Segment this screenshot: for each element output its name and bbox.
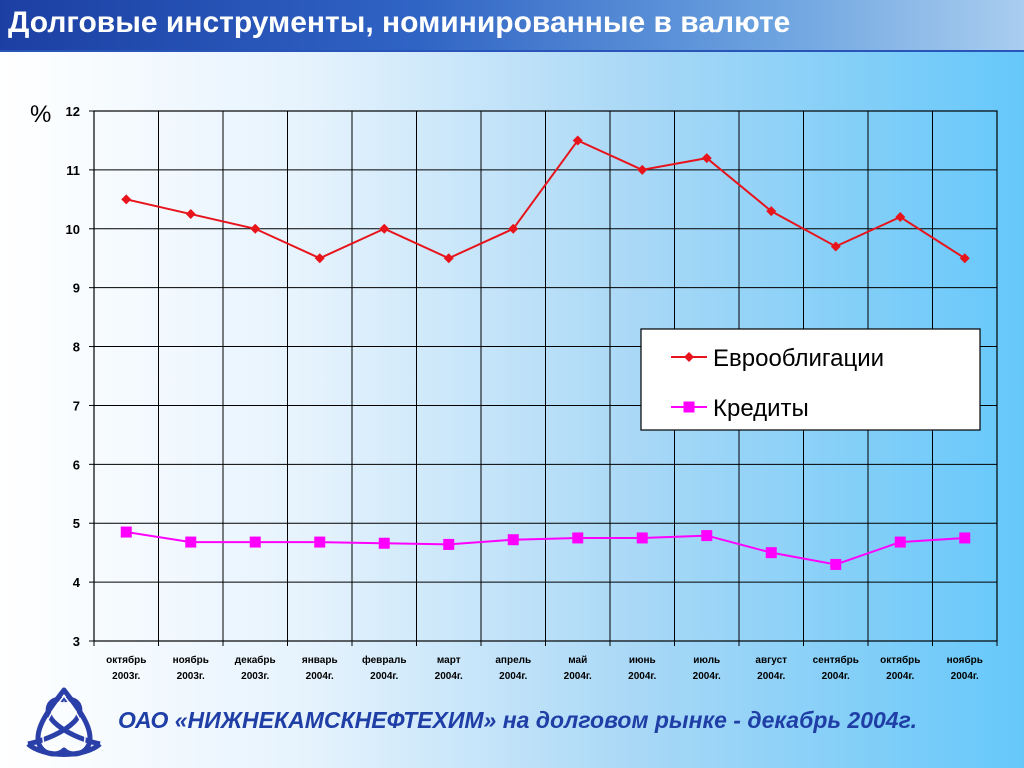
y-tick-label: 5 [73, 516, 80, 531]
data-point-square [507, 534, 519, 546]
y-tick-label: 12 [66, 104, 80, 119]
x-tick-label-month: октябрь [106, 654, 146, 666]
y-tick-label: 4 [73, 575, 81, 590]
legend-label: Еврооблигации [713, 345, 884, 372]
data-point-square [443, 538, 455, 550]
title-divider [0, 50, 1024, 52]
data-point-diamond [508, 223, 519, 234]
data-point-square [314, 536, 326, 548]
trefoil-knot-logo-icon [26, 687, 102, 757]
data-point-diamond [314, 253, 325, 264]
x-tick-label-month: декабрь [235, 654, 276, 666]
x-tick-label-month: февраль [362, 654, 407, 666]
x-tick-label-month: ноябрь [173, 654, 209, 666]
data-point-diamond [895, 212, 906, 222]
y-tick-label: 7 [73, 398, 80, 413]
data-point-square [120, 526, 132, 538]
x-tick-label-month: ноябрь [947, 654, 983, 666]
data-point-diamond [121, 194, 132, 205]
x-tick-label-year: 2004г. [693, 671, 721, 682]
data-point-square [572, 532, 584, 544]
x-tick-label-month: июнь [629, 655, 656, 666]
x-tick-label-month: май [568, 655, 587, 666]
line-chart: 3 4 5 6 7 8 9 10 11 12% октябрь 2003г. ноябрь 2003г. д… [30, 101, 998, 682]
y-tick-label: 6 [73, 457, 80, 472]
legend-label: Кредиты [713, 395, 809, 422]
x-tick-label-month: сентябрь [813, 654, 859, 666]
series-line-1 [126, 139, 966, 260]
data-point-square [378, 537, 390, 549]
footer-caption: ОАО «НИЖНЕКАМСКНЕФТЕХИМ» на долговом рын… [118, 707, 917, 733]
data-point-diamond [637, 164, 648, 175]
data-point-square [185, 536, 197, 548]
x-tick-label-year: 2004г. [435, 671, 463, 682]
x-tick-label-month: июль [693, 655, 720, 666]
data-point-diamond [379, 223, 390, 234]
title-bar: Долговые инструменты, номинированные в в… [0, 0, 1024, 50]
data-point-square [894, 536, 906, 548]
y-tick-label: 11 [66, 163, 80, 178]
x-tick-label-year: 2004г. [951, 671, 979, 682]
data-point-diamond [830, 241, 841, 252]
x-tick-label-year: 2003г. [241, 671, 269, 682]
x-tick-label-month: апрель [495, 655, 531, 666]
data-point-diamond [443, 253, 454, 264]
x-tick-label-year: 2003г. [177, 671, 205, 682]
data-point-diamond [701, 153, 712, 164]
x-tick-label-year: 2003г. [112, 671, 140, 682]
y-tick-label: 10 [66, 222, 80, 237]
data-point-square [765, 547, 777, 559]
x-tick-label-year: 2004г. [757, 671, 785, 682]
x-tick-label-month: октябрь [880, 654, 920, 666]
x-tick-label-month: август [755, 655, 787, 666]
x-tick-label-year: 2004г. [499, 671, 527, 682]
data-point-square [959, 532, 971, 544]
data-point-diamond [766, 206, 777, 217]
y-axis-label: % [30, 101, 51, 128]
data-point-square [636, 532, 648, 544]
x-tick-label-year: 2004г. [822, 671, 850, 682]
legend-marker-diamond [684, 352, 694, 362]
x-tick-label-year: 2004г. [886, 671, 914, 682]
x-tick-label-year: 2004г. [370, 671, 398, 682]
x-tick-label-year: 2004г. [628, 671, 656, 682]
data-point-diamond [250, 223, 261, 234]
data-point-diamond [185, 209, 196, 220]
y-tick-label: 8 [73, 340, 80, 355]
data-point-square [701, 530, 713, 542]
x-tick-label-month: январь [302, 655, 338, 666]
x-tick-label-year: 2004г. [306, 671, 334, 682]
legend-marker-square [683, 401, 695, 413]
data-point-square [830, 558, 842, 570]
legend-box [640, 328, 981, 431]
y-tick-label: 9 [73, 281, 80, 296]
data-point-diamond [572, 135, 583, 146]
data-point-square [249, 536, 261, 548]
series-line-2 [126, 531, 965, 566]
data-point-diamond [959, 253, 970, 264]
page-title: Долговые инструменты, номинированные в в… [8, 6, 791, 39]
y-tick-label: 3 [73, 634, 80, 649]
x-tick-label-year: 2004г. [564, 671, 592, 682]
x-tick-label-month: март [437, 655, 461, 666]
